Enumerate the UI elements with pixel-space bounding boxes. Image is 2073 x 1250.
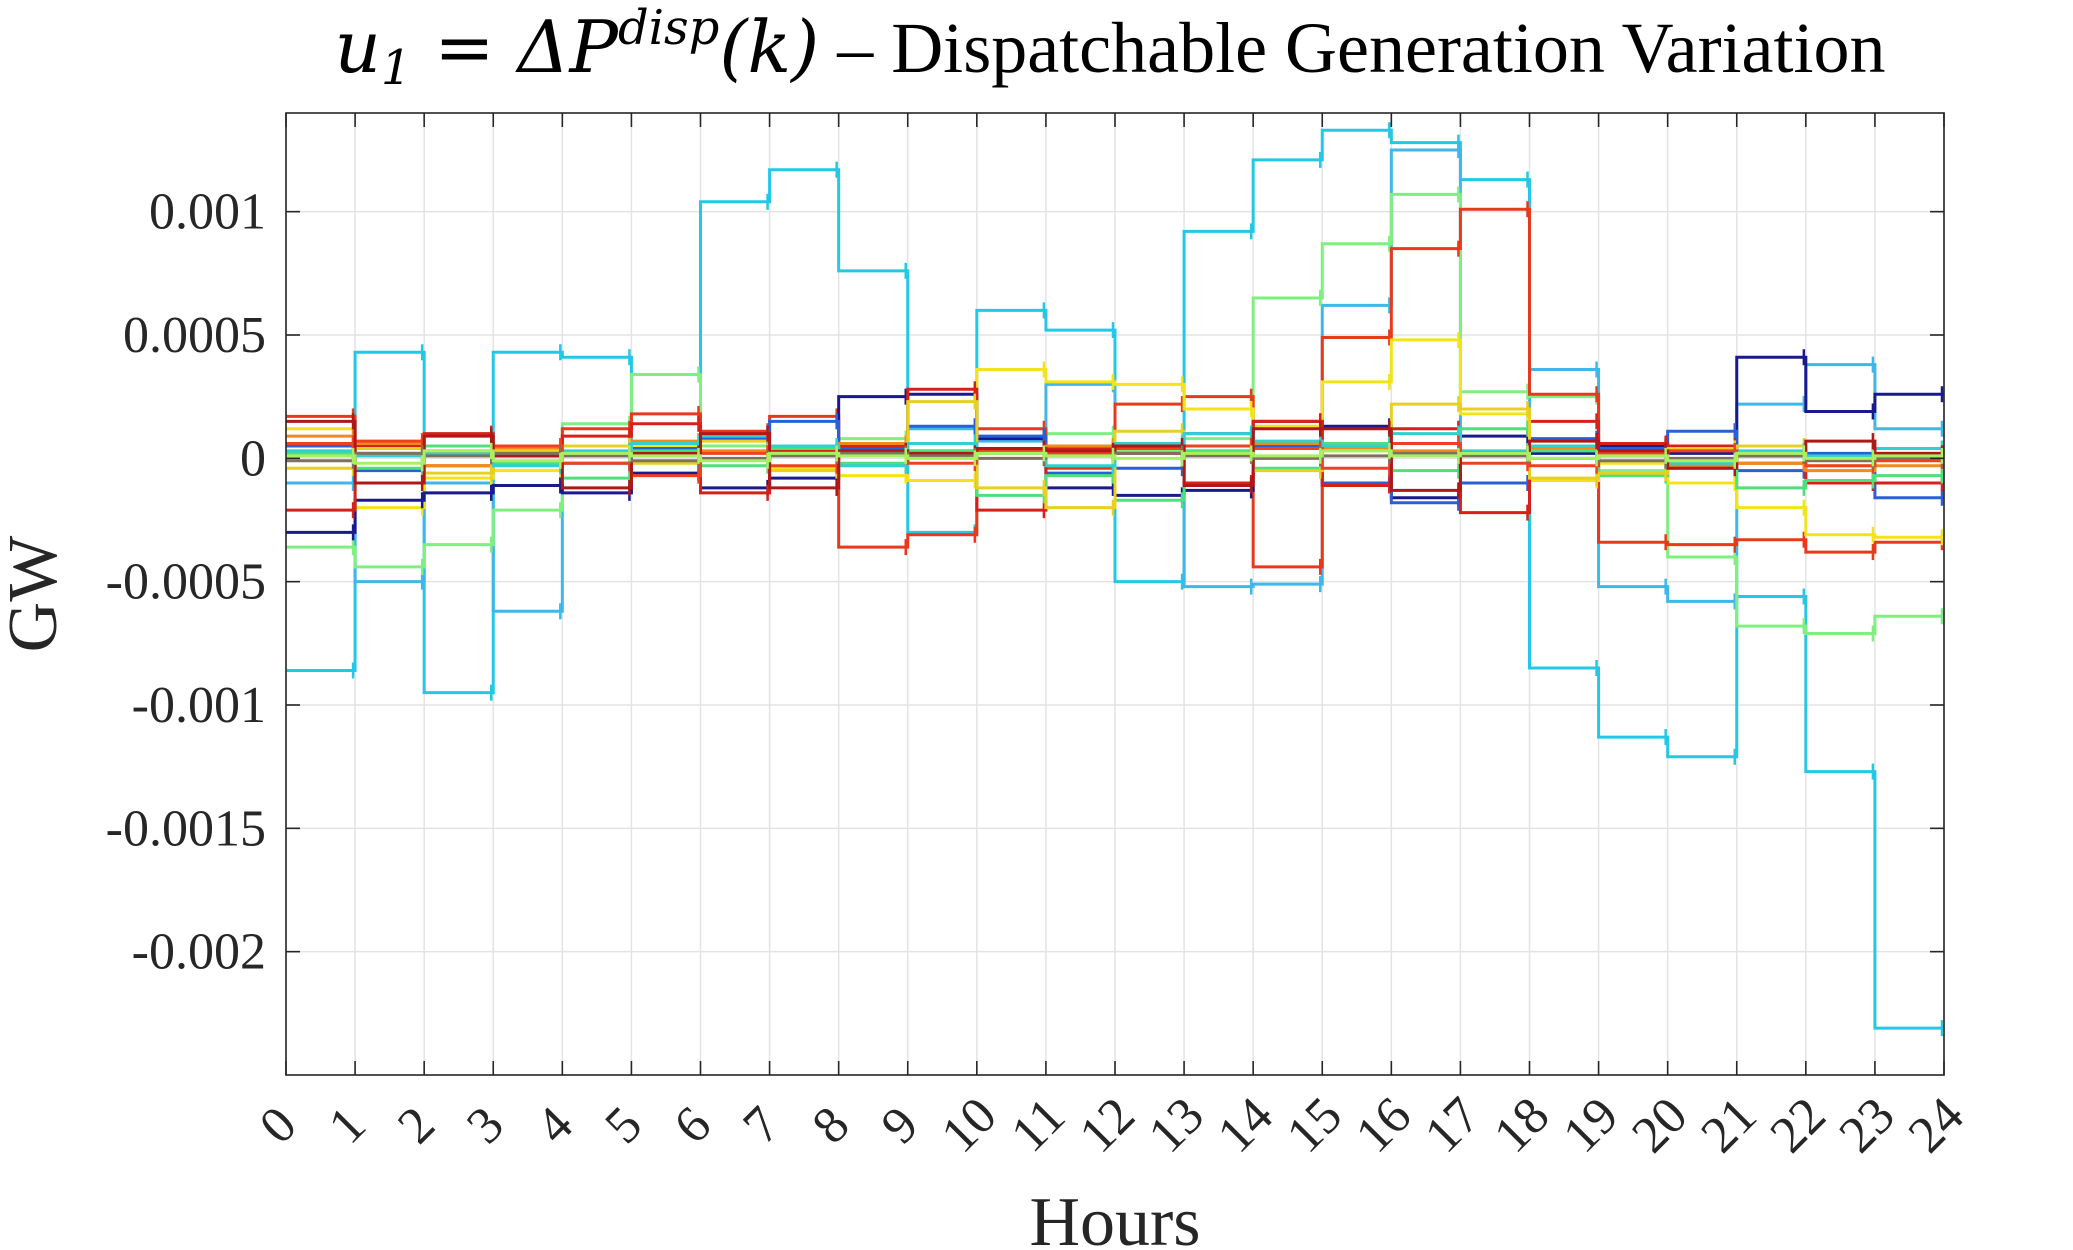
x-tick-label: 17 <box>1414 1087 1491 1164</box>
y-tick-label: 0.001 <box>149 184 266 241</box>
x-tick-label: 22 <box>1760 1087 1837 1164</box>
x-tick-label: 12 <box>1069 1087 1146 1164</box>
x-tick-label: 14 <box>1207 1087 1284 1164</box>
y-tick-labels: 0.001 0.0005 0 -0.0005 -0.001 -0.0015 -0.002 <box>106 184 266 981</box>
x-tick-label: 9 <box>871 1096 930 1155</box>
x-tick-label: 0 <box>249 1096 308 1155</box>
x-tick-label: 23 <box>1829 1087 1906 1164</box>
chart-title-arg: (k) <box>719 5 819 89</box>
series-line-gen-lightgreen-1 <box>286 449 1944 465</box>
x-tick-label: 20 <box>1621 1087 1698 1164</box>
x-tick-label: 15 <box>1276 1087 1353 1164</box>
x-tick-label: 2 <box>387 1096 446 1155</box>
chart-title-superscript: disp <box>618 0 719 56</box>
chart-title-symbol: u <box>334 5 380 89</box>
chart-title: u1 = ΔPdisp(k) – Dispatchable Generation… <box>334 0 1885 96</box>
x-tick-label: 5 <box>594 1096 653 1155</box>
y-tick-label: -0.001 <box>132 677 266 734</box>
x-tick-label: 4 <box>525 1096 584 1155</box>
y-tick-label: 0.0005 <box>123 307 266 364</box>
x-tick-label: 1 <box>318 1096 377 1155</box>
chart-title-subscript: 1 <box>381 40 412 96</box>
axis-ticks <box>285 113 1945 1075</box>
y-tick-label: -0.0015 <box>106 800 266 857</box>
y-axis-label: GW <box>0 536 72 653</box>
grid-lines <box>285 113 1945 1075</box>
x-tick-label: 10 <box>931 1087 1008 1164</box>
x-axis-label: Hours <box>1029 1184 1200 1250</box>
x-tick-label: 7 <box>733 1096 792 1155</box>
x-tick-label: 6 <box>663 1096 722 1155</box>
y-tick-label: 0 <box>240 430 266 487</box>
series-lines <box>286 122 1944 1037</box>
x-tick-label: 19 <box>1552 1087 1629 1164</box>
x-tick-label: 24 <box>1898 1087 1975 1164</box>
x-tick-label: 11 <box>1000 1087 1076 1163</box>
x-tick-label: 18 <box>1483 1087 1560 1164</box>
chart-title-rest: – Dispatchable Generation Variation <box>819 8 1885 88</box>
x-tick-label: 3 <box>456 1096 515 1155</box>
chart-title-equals: = ΔP <box>411 5 619 89</box>
x-tick-label: 13 <box>1138 1087 1215 1164</box>
x-tick-label: 21 <box>1691 1087 1768 1164</box>
x-tick-label: 16 <box>1345 1087 1422 1164</box>
y-tick-label: -0.0005 <box>106 554 266 611</box>
x-tick-label: 8 <box>802 1096 861 1155</box>
y-tick-label: -0.002 <box>132 924 266 981</box>
